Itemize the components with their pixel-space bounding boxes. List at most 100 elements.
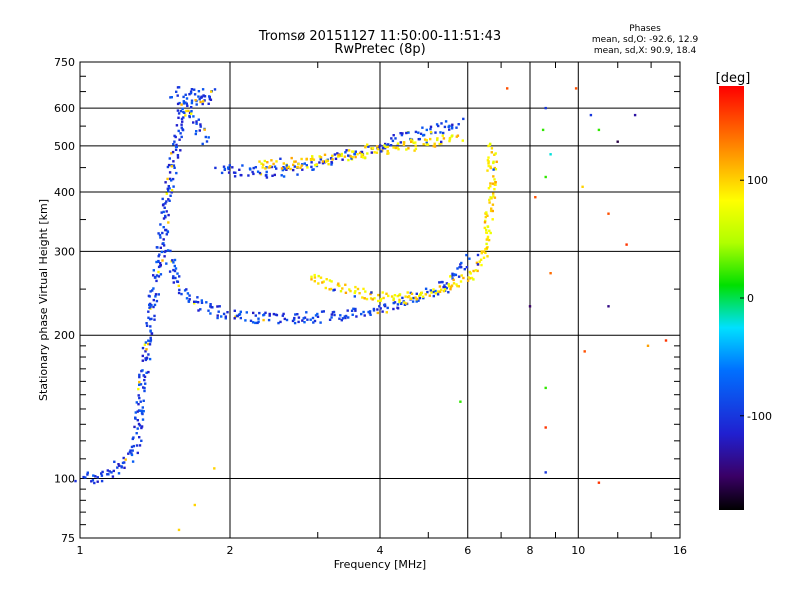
plot-frame bbox=[79, 61, 681, 539]
trace-point bbox=[258, 171, 262, 175]
trace-point bbox=[174, 267, 178, 270]
trace-point bbox=[456, 284, 459, 288]
trace-point bbox=[404, 295, 407, 298]
trace-point bbox=[316, 315, 320, 318]
trace-point bbox=[360, 312, 363, 316]
trace-point bbox=[489, 209, 493, 213]
trace-point bbox=[187, 109, 190, 113]
trace-point bbox=[130, 445, 134, 449]
trace-point bbox=[128, 450, 132, 454]
scatter-point bbox=[534, 196, 537, 199]
trace-point bbox=[386, 306, 389, 310]
trace-point bbox=[143, 389, 146, 393]
trace-point bbox=[238, 313, 242, 316]
trace-point bbox=[488, 198, 491, 202]
trace-point bbox=[406, 291, 409, 294]
trace-point bbox=[445, 286, 448, 290]
trace-point bbox=[379, 299, 382, 302]
trace-point bbox=[182, 100, 185, 103]
trace-point bbox=[420, 291, 423, 294]
trace-point bbox=[199, 100, 202, 104]
trace-point bbox=[369, 313, 372, 316]
trace-point bbox=[398, 300, 401, 304]
scatter-point bbox=[549, 153, 552, 156]
trace-point bbox=[380, 150, 383, 153]
trace-point bbox=[346, 309, 349, 312]
trace-point bbox=[433, 142, 436, 145]
trace-point bbox=[168, 177, 172, 181]
trace-point bbox=[195, 103, 198, 106]
trace-point bbox=[136, 451, 139, 455]
trace-point bbox=[90, 480, 93, 483]
trace-point bbox=[172, 164, 176, 167]
trace-point bbox=[158, 233, 162, 237]
trace-point bbox=[360, 155, 363, 158]
trace-point bbox=[492, 195, 495, 198]
trace-point bbox=[140, 439, 143, 442]
scatter-point bbox=[544, 106, 547, 110]
trace-point bbox=[168, 171, 172, 174]
scatter-point bbox=[607, 212, 610, 215]
trace-point bbox=[489, 165, 492, 168]
trace-point bbox=[443, 125, 447, 129]
trace-point bbox=[440, 122, 443, 125]
trace-point bbox=[281, 168, 284, 172]
trace-point bbox=[425, 128, 428, 132]
trace-point bbox=[328, 318, 332, 321]
trace-point bbox=[154, 295, 157, 298]
trace-point bbox=[312, 168, 315, 171]
trace-point bbox=[336, 283, 340, 287]
trace-point bbox=[195, 130, 198, 133]
trace-point bbox=[190, 106, 193, 109]
trace-point bbox=[124, 458, 127, 461]
trace-point bbox=[448, 139, 451, 143]
trace-point bbox=[220, 171, 224, 175]
trace-point bbox=[94, 475, 97, 478]
trace-point bbox=[173, 166, 176, 169]
trace-point bbox=[333, 288, 336, 291]
trace-point bbox=[345, 149, 348, 152]
phases-o-stats: mean, sd,O: -92.6, 12.9 bbox=[592, 35, 699, 45]
trace-point bbox=[415, 300, 418, 303]
trace-point bbox=[351, 150, 355, 153]
trace-point bbox=[448, 138, 452, 141]
trace-point bbox=[161, 204, 165, 207]
trace-point bbox=[300, 157, 303, 161]
trace-point bbox=[368, 310, 372, 313]
trace-point bbox=[341, 287, 344, 290]
trace-point bbox=[204, 135, 207, 139]
trace-point bbox=[429, 137, 432, 141]
trace-point bbox=[423, 138, 427, 141]
trace-point bbox=[490, 207, 493, 210]
trace-point bbox=[265, 170, 268, 174]
trace-point bbox=[443, 288, 447, 291]
trace-point bbox=[330, 316, 333, 319]
trace-point bbox=[180, 135, 183, 139]
trace-point bbox=[281, 314, 284, 317]
trace-point bbox=[398, 298, 401, 302]
trace-point bbox=[180, 126, 183, 129]
trace-point bbox=[154, 275, 157, 279]
trace-point bbox=[136, 419, 139, 422]
trace-point bbox=[173, 134, 176, 138]
trace-point bbox=[469, 272, 472, 275]
y-tick-label: 300 bbox=[54, 245, 75, 258]
trace-point bbox=[190, 88, 194, 91]
trace-point bbox=[410, 292, 414, 295]
trace-point bbox=[100, 474, 104, 477]
trace-point bbox=[486, 235, 490, 239]
trace-point bbox=[399, 302, 403, 305]
trace-point bbox=[233, 175, 237, 178]
trace-point bbox=[417, 299, 420, 302]
trace-point bbox=[232, 171, 236, 174]
trace-point bbox=[354, 290, 357, 293]
trace-point bbox=[491, 209, 494, 213]
trace-point bbox=[451, 272, 454, 275]
trace-point bbox=[450, 284, 454, 287]
trace-point bbox=[465, 266, 469, 269]
x-axis-label: Frequency [MHz] bbox=[334, 558, 426, 571]
trace-point bbox=[184, 101, 187, 104]
trace-point bbox=[378, 305, 381, 308]
trace-point bbox=[438, 285, 442, 288]
trace-point bbox=[442, 131, 445, 135]
